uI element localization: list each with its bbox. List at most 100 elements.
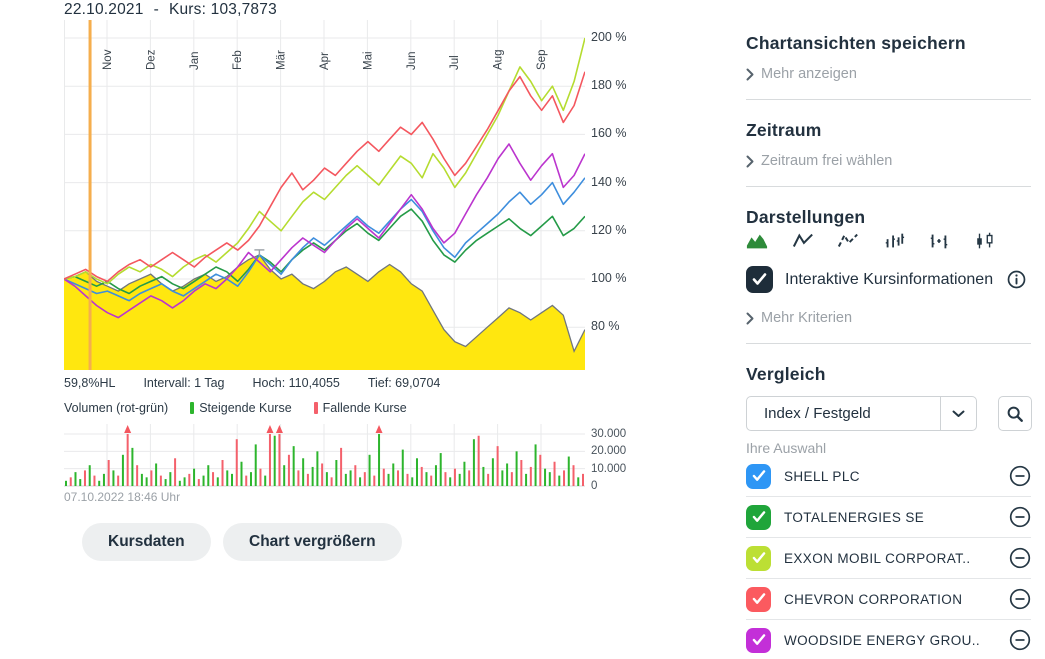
month-label: Jul [449, 55, 461, 70]
comparison-label[interactable]: SHELL PLC [784, 468, 860, 484]
chart-type-icons [746, 231, 996, 251]
divider [746, 343, 1031, 344]
price-axis-tick: 160 % [591, 126, 627, 141]
comparison-checkbox[interactable] [746, 545, 771, 571]
comparison-row: WOODSIDE ENERGY GROU.. [746, 620, 1031, 659]
divider [746, 99, 1031, 100]
volume-spike-arrow-icon [266, 425, 274, 433]
comparison-series [64, 177, 585, 302]
check-icon [752, 634, 765, 645]
title-separator: - [153, 1, 159, 18]
chevron-right-icon [746, 68, 754, 80]
chevron-down-icon [941, 410, 976, 418]
comparison-row: SHELL PLC [746, 456, 1031, 496]
selection-caption: Ihre Auswahl [746, 440, 827, 456]
search-button[interactable] [998, 396, 1032, 431]
minus-circle-icon [1009, 547, 1031, 569]
crosshair-date: 22.10.2021 [64, 1, 144, 18]
minus-circle-icon [1009, 465, 1031, 487]
comparison-checkbox[interactable] [746, 504, 771, 530]
check-icon [752, 593, 765, 604]
comparison-category-select[interactable]: Index / Festgeld [746, 396, 977, 431]
dashed-line-chart-icon[interactable] [837, 231, 859, 251]
month-label: Mär [276, 50, 288, 70]
interactive-info-row: Interaktive Kursinformationen [746, 266, 1026, 293]
interactive-info-label: Interaktive Kursinformationen [785, 270, 994, 288]
chart-enlarge-button[interactable]: Chart vergrößern [223, 523, 402, 561]
comparison-series [64, 208, 585, 295]
volume-spike-arrow-icon [375, 425, 383, 433]
comparison-label[interactable]: CHEVRON CORPORATION [784, 591, 963, 607]
ohlc-chart-icon[interactable] [928, 231, 950, 251]
comparison-checkbox[interactable] [746, 586, 771, 612]
check-icon [752, 511, 765, 522]
volume-legend: Volumen (rot-grün) Steigende Kurse Falle… [64, 401, 407, 415]
darstellungen-heading: Darstellungen [746, 207, 866, 227]
price-axis-tick: 100 % [591, 271, 627, 285]
volume-legend-down: Fallende Kurse [322, 401, 407, 415]
price-axis-tick: 180 % [591, 78, 627, 93]
remove-comparison-button[interactable] [1009, 465, 1031, 487]
remove-comparison-button[interactable] [1009, 588, 1031, 610]
remove-comparison-button[interactable] [1009, 629, 1031, 651]
divider [746, 496, 1031, 497]
price-axis-tick: 80 % [591, 319, 620, 334]
minus-circle-icon [1009, 506, 1031, 528]
comparison-checkbox[interactable] [746, 463, 771, 489]
comparison-series [64, 37, 585, 285]
comparison-label[interactable]: TOTALENERGIES SE [784, 509, 925, 525]
comparison-series [64, 71, 585, 283]
volume-axis-tick: 0 [591, 480, 598, 492]
select-divider [940, 396, 941, 431]
volume-spike-arrow-icon [275, 425, 283, 433]
comparison-label[interactable]: WOODSIDE ENERGY GROU.. [784, 632, 981, 648]
comparison-row: TOTALENERGIES SE [746, 497, 1031, 537]
check-icon [752, 552, 765, 563]
save-views-heading: Chartansichten speichern [746, 33, 966, 53]
comparison-row: CHEVRON CORPORATION [746, 579, 1031, 619]
crosshair-price: Kurs: 103,7873 [168, 1, 277, 18]
search-icon [1007, 406, 1023, 422]
month-label: Dez [145, 49, 157, 70]
comparison-controls: Index / Festgeld [746, 396, 1032, 431]
divider [746, 186, 1031, 187]
month-label: Apr [319, 52, 331, 70]
area-chart-icon[interactable] [746, 231, 768, 251]
volume-axis-tick: 20.000 [591, 445, 627, 458]
line-chart-icon[interactable] [792, 231, 814, 251]
candlestick-chart-icon[interactable] [974, 231, 996, 251]
price-axis-tick: 140 % [591, 174, 627, 189]
comparison-row: EXXON MOBIL CORPORAT.. [746, 538, 1031, 578]
divider [746, 619, 1031, 620]
month-label: Sep [536, 50, 548, 70]
falling-swatch-icon [313, 402, 318, 414]
price-chart[interactable]: Nov Dez Jan Feb Mär Apr Mai Jun Jul Aug Sep [64, 20, 585, 370]
remove-comparison-button[interactable] [1009, 506, 1031, 528]
more-criteria-link[interactable]: Mehr Kriterien [746, 310, 852, 326]
vergleich-heading: Vergleich [746, 364, 826, 384]
show-more-link[interactable]: Mehr anzeigen [746, 66, 857, 82]
comparison-label[interactable]: EXXON MOBIL CORPORAT.. [784, 550, 971, 566]
select-value: Index / Festgeld [764, 405, 871, 422]
interactive-info-checkbox[interactable] [746, 266, 773, 293]
bar-chart-icon[interactable] [883, 231, 905, 251]
price-axis-tick: 120 % [591, 222, 627, 237]
divider [746, 578, 1031, 579]
sidebar: Chartansichten speichern Mehr anzeigen Z… [746, 0, 1032, 659]
info-icon[interactable] [1007, 270, 1026, 289]
volume-axis-tick: 10.000 [591, 462, 627, 475]
comparison-checkbox[interactable] [746, 627, 771, 653]
minus-circle-icon [1009, 588, 1031, 610]
remove-comparison-button[interactable] [1009, 547, 1031, 569]
volume-chart[interactable] [64, 424, 585, 488]
chevron-right-icon [746, 155, 754, 167]
price-axis-tick: 200 % [591, 30, 627, 44]
kursdaten-button[interactable]: Kursdaten [82, 523, 211, 561]
month-label: Aug [493, 50, 505, 70]
stat-tief: Tief: 69,0704 [367, 376, 441, 390]
month-label: Jun [406, 51, 418, 70]
free-range-link[interactable]: Zeitraum frei wählen [746, 153, 892, 169]
month-label: Mai [362, 51, 374, 70]
check-icon [752, 273, 767, 285]
